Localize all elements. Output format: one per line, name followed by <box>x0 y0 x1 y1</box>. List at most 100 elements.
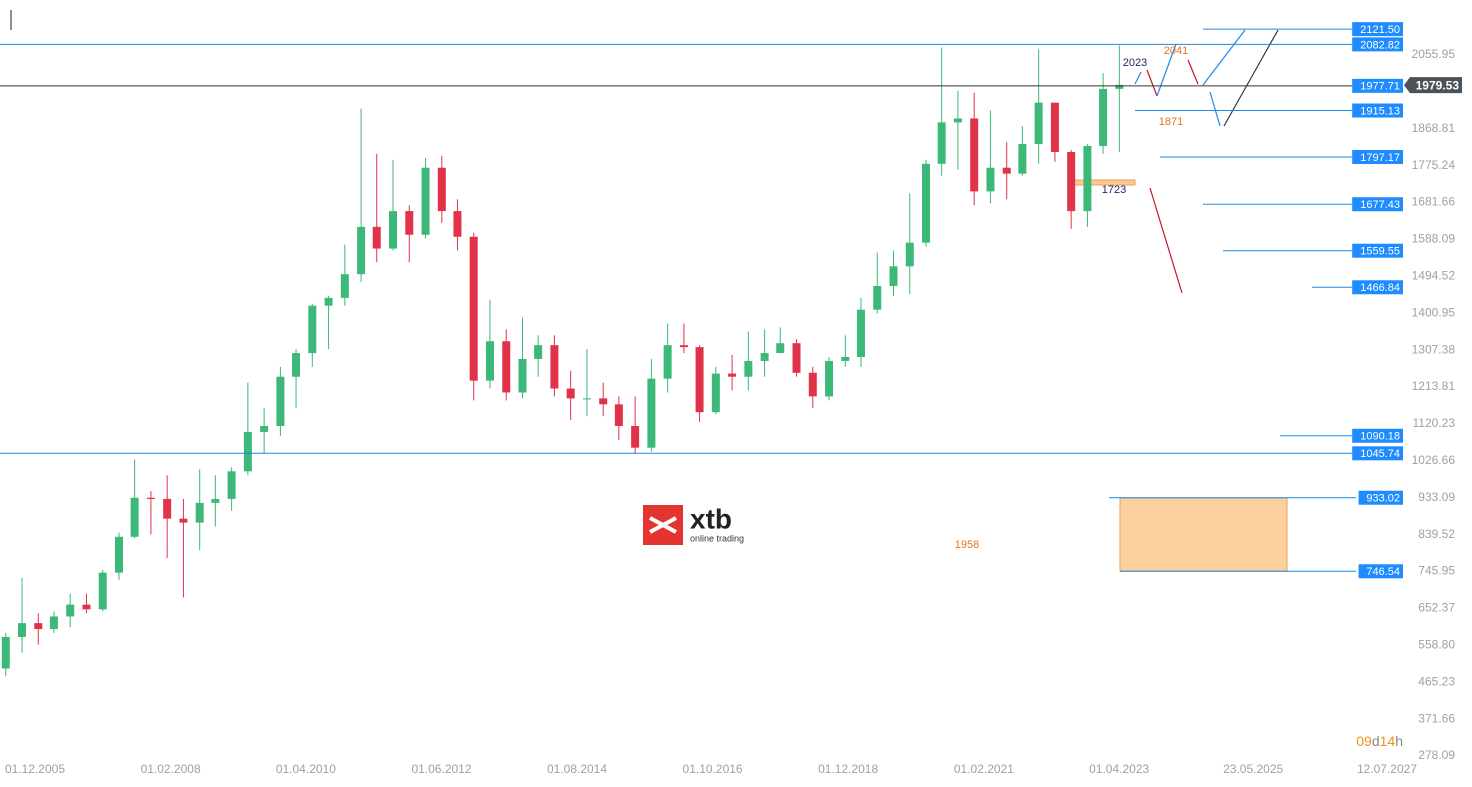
candle-body <box>1002 167 1011 174</box>
candle-body <box>760 353 769 361</box>
candle-body <box>566 388 575 399</box>
x-tick-label: 01.04.2023 <box>1089 762 1149 776</box>
projection <box>1146 69 1158 97</box>
candle-body <box>695 347 704 413</box>
level-label: 1559.55 <box>1360 246 1400 258</box>
candle-body <box>1083 146 1092 212</box>
candle-body <box>34 623 43 630</box>
y-tick-label: 1026.66 <box>1412 453 1456 467</box>
candle-body <box>372 226 381 249</box>
level-box <box>1352 150 1403 165</box>
candle-body <box>1115 84 1124 89</box>
annotation: 2041 <box>1164 45 1188 57</box>
level-label: 1466.84 <box>1360 282 1400 294</box>
projection <box>1156 43 1177 97</box>
level-box <box>1358 564 1403 579</box>
logo: xtb online trading <box>643 503 744 545</box>
level-box <box>1352 280 1403 295</box>
projection <box>1149 187 1183 294</box>
candle-body <box>744 360 753 377</box>
candle-body <box>195 502 204 523</box>
x-tick-label: 01.02.2008 <box>141 762 201 776</box>
x-tick-label: 01.12.2018 <box>818 762 878 776</box>
candles <box>1 45 1124 677</box>
level-box <box>1352 103 1403 118</box>
candle-body <box>986 167 995 192</box>
candle-body <box>130 497 139 537</box>
level-box <box>1352 22 1403 37</box>
x-tick-label: 01.06.2012 <box>411 762 471 776</box>
level-label: 933.02 <box>1366 493 1400 505</box>
candle-body <box>550 345 559 389</box>
level-label: 746.54 <box>1366 566 1400 578</box>
y-tick-label: 1213.81 <box>1412 379 1456 393</box>
countdown: 09d14h <box>1356 733 1403 749</box>
y-tick-label: 278.09 <box>1418 748 1455 762</box>
level-label: 1977.71 <box>1360 81 1400 93</box>
candle-body <box>276 376 285 426</box>
candle-body <box>518 358 527 393</box>
level-label: 1915.13 <box>1360 105 1400 117</box>
candle-body <box>631 425 640 448</box>
projection <box>1202 29 1246 86</box>
candle-body <box>905 242 914 267</box>
candle-body <box>1050 102 1059 152</box>
candle-body <box>679 345 688 348</box>
y-tick-label: 933.09 <box>1418 490 1455 504</box>
candle-body <box>663 345 672 379</box>
candle-body <box>179 518 188 523</box>
candle-body <box>227 471 236 499</box>
candle-body <box>1 636 10 669</box>
candle-body <box>357 226 366 275</box>
candle-body <box>534 345 543 359</box>
y-tick-label: 2055.95 <box>1412 47 1456 61</box>
candle-body <box>889 266 898 287</box>
y-tick-label: 465.23 <box>1418 674 1455 688</box>
candle-body <box>163 498 172 519</box>
candle-body <box>776 343 785 354</box>
candle-body <box>308 305 317 354</box>
level-label: 1090.18 <box>1360 431 1400 443</box>
candle-body <box>49 616 58 630</box>
y-tick-label: 1681.66 <box>1412 195 1456 209</box>
level-box <box>1352 78 1403 93</box>
candle-body <box>728 373 737 377</box>
candle-body <box>953 118 962 123</box>
candle-body <box>1018 144 1027 174</box>
zone <box>1119 497 1288 572</box>
projection <box>1223 29 1279 127</box>
candle-body <box>146 497 155 499</box>
level-label: 1677.43 <box>1360 199 1400 211</box>
candle-body <box>856 309 865 357</box>
y-tick-label: 1400.95 <box>1412 305 1456 319</box>
current-price: 1979.53 <box>1416 78 1460 92</box>
projection <box>1187 59 1199 85</box>
level-box <box>1352 197 1403 212</box>
y-tick-label: 1307.38 <box>1412 342 1456 356</box>
candle-body <box>1034 102 1043 145</box>
x-tick-label: 01.08.2014 <box>547 762 607 776</box>
x-tick-label: 01.12.2005 <box>5 762 65 776</box>
y-tick-label: 1868.81 <box>1412 121 1456 135</box>
candle-body <box>614 404 623 426</box>
candle-body <box>502 341 511 393</box>
candle-body <box>292 353 301 377</box>
x-tick-label: 01.10.2016 <box>683 762 743 776</box>
candle-body <box>243 431 252 472</box>
candle-body <box>340 274 349 298</box>
x-tick-label: 12.07.2027 <box>1357 762 1417 776</box>
candle-body <box>485 341 494 381</box>
countdown-part: 14 <box>1380 733 1396 749</box>
candle-body <box>873 286 882 310</box>
candle-body <box>324 297 333 306</box>
candle-body <box>922 163 931 243</box>
x-tick-label: 01.02.2021 <box>954 762 1014 776</box>
annotation: 1958 <box>955 539 979 551</box>
x-tick-label: 01.04.2010 <box>276 762 336 776</box>
annotation: 2023 <box>1123 57 1147 69</box>
candle-body <box>647 378 656 448</box>
candle-body <box>1067 151 1076 212</box>
level-box <box>1352 428 1403 443</box>
candle-body <box>711 373 720 413</box>
